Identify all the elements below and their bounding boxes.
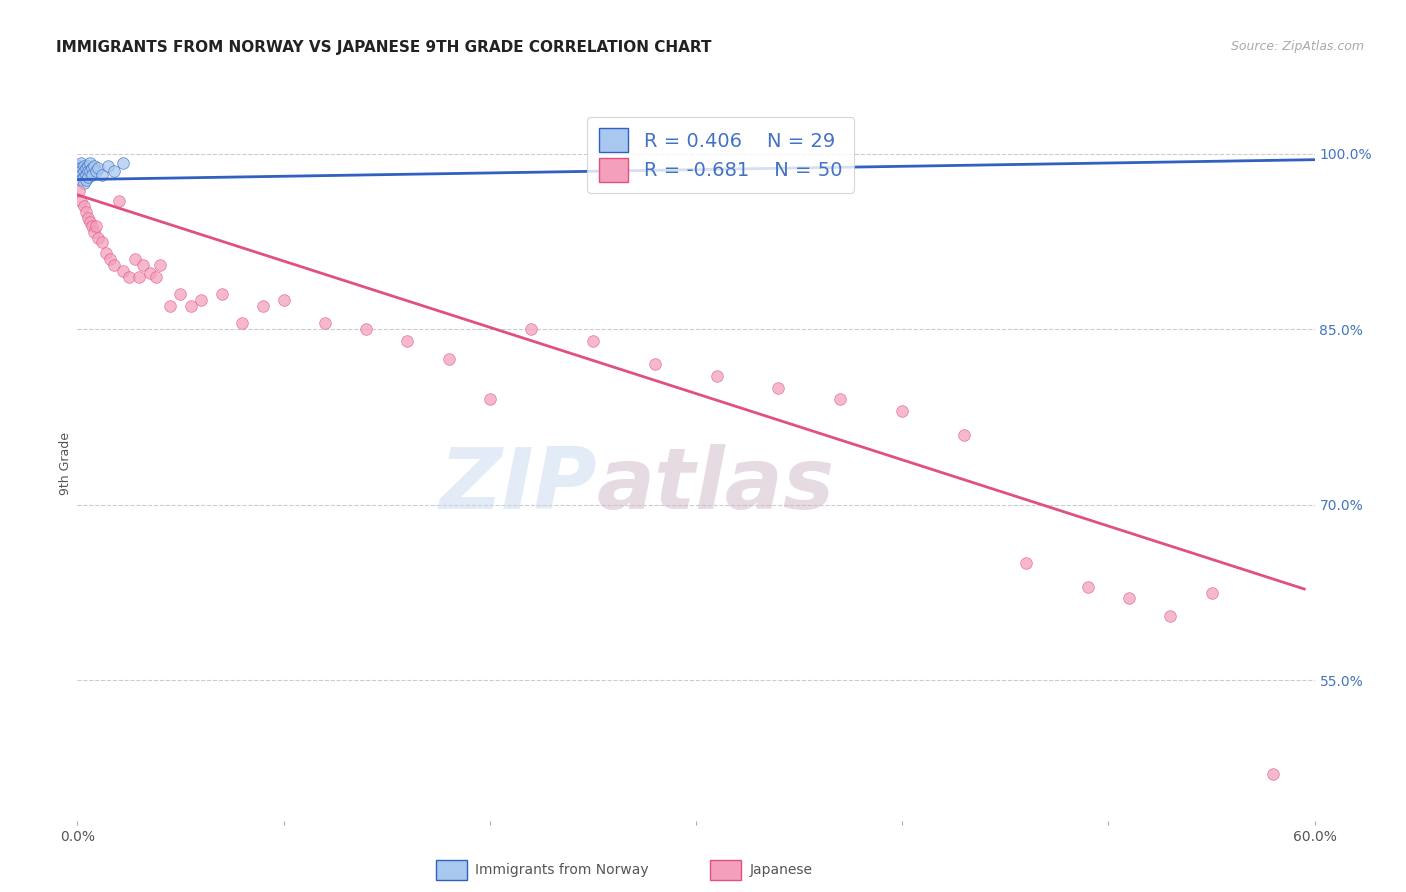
Text: IMMIGRANTS FROM NORWAY VS JAPANESE 9TH GRADE CORRELATION CHART: IMMIGRANTS FROM NORWAY VS JAPANESE 9TH G… — [56, 40, 711, 55]
Point — [98, 252, 121, 266]
Point — [314, 317, 336, 331]
Point — [70, 194, 93, 208]
Point — [953, 427, 976, 442]
Point — [79, 156, 101, 170]
Point — [80, 219, 103, 234]
Point — [138, 266, 160, 280]
Point — [75, 168, 97, 182]
Point — [84, 164, 107, 178]
Point — [1263, 767, 1285, 781]
Point — [231, 317, 253, 331]
Point — [1118, 591, 1140, 606]
Point — [80, 161, 103, 175]
Point — [103, 164, 125, 178]
Point — [103, 258, 125, 272]
Point — [70, 164, 93, 178]
Point — [96, 246, 118, 260]
Point — [79, 215, 101, 229]
Point — [1015, 556, 1038, 570]
Point — [273, 293, 295, 307]
Point — [107, 194, 129, 208]
Legend: R = 0.406    N = 29, R = -0.681    N = 50: R = 0.406 N = 29, R = -0.681 N = 50 — [588, 117, 853, 194]
Point — [149, 258, 172, 272]
Point — [190, 293, 212, 307]
Point — [87, 231, 110, 245]
Point — [111, 156, 134, 170]
Point — [67, 184, 90, 198]
Point — [124, 252, 146, 266]
Point — [118, 269, 141, 284]
Point — [437, 351, 460, 366]
Point — [97, 159, 120, 173]
Point — [72, 199, 94, 213]
Point — [75, 205, 97, 219]
Point — [70, 168, 93, 182]
Point — [644, 358, 666, 372]
Text: Immigrants from Norway: Immigrants from Norway — [475, 863, 648, 877]
Point — [75, 161, 97, 175]
Point — [111, 264, 134, 278]
Point — [159, 299, 181, 313]
Point — [169, 287, 191, 301]
Point — [67, 161, 90, 175]
Point — [79, 164, 101, 178]
Point — [768, 381, 790, 395]
Point — [132, 258, 155, 272]
Text: Source: ZipAtlas.com: Source: ZipAtlas.com — [1230, 40, 1364, 54]
Point — [91, 168, 114, 182]
Point — [396, 334, 419, 348]
Text: ZIP: ZIP — [439, 443, 598, 527]
Point — [830, 392, 852, 407]
Point — [180, 299, 202, 313]
Point — [80, 168, 103, 182]
Point — [128, 269, 150, 284]
Point — [67, 164, 90, 178]
Point — [72, 164, 94, 178]
Point — [1077, 580, 1099, 594]
Point — [83, 159, 105, 173]
Point — [582, 334, 605, 348]
Point — [67, 159, 90, 173]
Point — [76, 170, 98, 185]
Point — [211, 287, 233, 301]
Point — [76, 211, 98, 226]
Point — [72, 159, 94, 173]
Point — [72, 170, 94, 185]
Point — [891, 404, 914, 418]
Text: atlas: atlas — [598, 443, 835, 527]
Point — [478, 392, 501, 407]
Point — [87, 161, 110, 175]
Point — [354, 322, 377, 336]
Point — [76, 159, 98, 173]
Point — [84, 219, 107, 234]
Text: Japanese: Japanese — [749, 863, 813, 877]
Point — [520, 322, 543, 336]
Point — [83, 225, 105, 239]
Point — [70, 172, 93, 186]
Point — [91, 235, 114, 249]
Point — [75, 172, 97, 186]
Point — [145, 269, 167, 284]
Point — [706, 369, 728, 384]
Point — [252, 299, 274, 313]
Y-axis label: 9th Grade: 9th Grade — [59, 433, 72, 495]
Point — [1201, 585, 1223, 599]
Point — [70, 161, 93, 175]
Point — [70, 156, 93, 170]
Point — [1159, 608, 1181, 623]
Point — [72, 176, 94, 190]
Point — [76, 164, 98, 178]
